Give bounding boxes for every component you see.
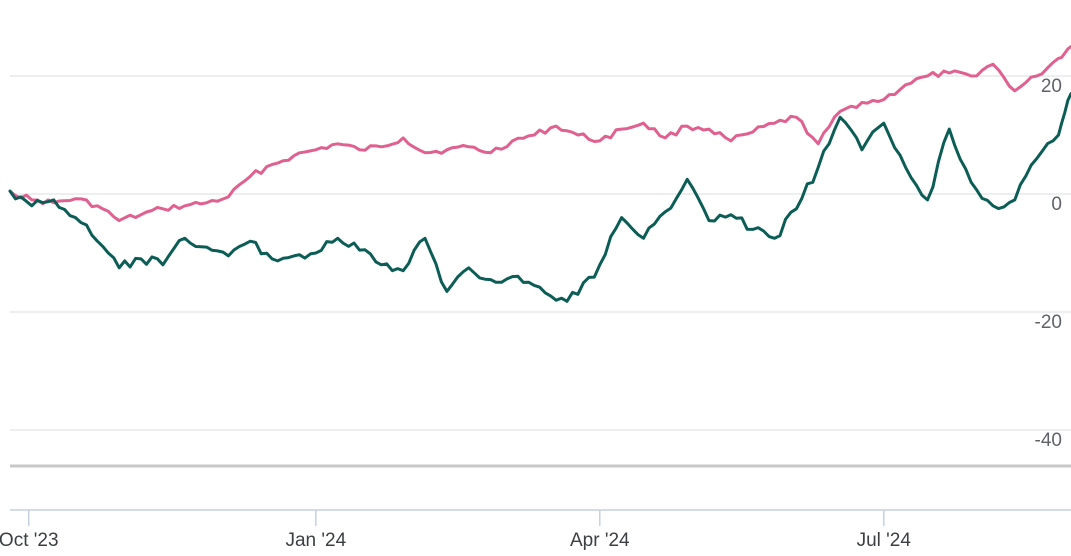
y-tick-label: -40 xyxy=(1035,430,1062,451)
series-lines xyxy=(8,45,1071,303)
x-tick-label: Apr '24 xyxy=(570,530,630,551)
x-tick-label: Jan '24 xyxy=(285,530,346,551)
x-tick-label: Jul '24 xyxy=(857,530,912,551)
y-axis-tick-labels: 20 0 -20 -40 xyxy=(1035,76,1062,451)
grid-lines xyxy=(10,75,1071,431)
y-tick-label: 20 xyxy=(1041,76,1062,97)
series-line xyxy=(8,92,1071,303)
x-axis-ticks: Oct '23 Jan '24 Apr '24 Jul '24 xyxy=(0,510,911,551)
x-tick-label: Oct '23 xyxy=(0,530,59,551)
series-line xyxy=(8,45,1071,223)
y-tick-label: 0 xyxy=(1051,194,1062,215)
y-tick-label: -20 xyxy=(1035,312,1062,333)
